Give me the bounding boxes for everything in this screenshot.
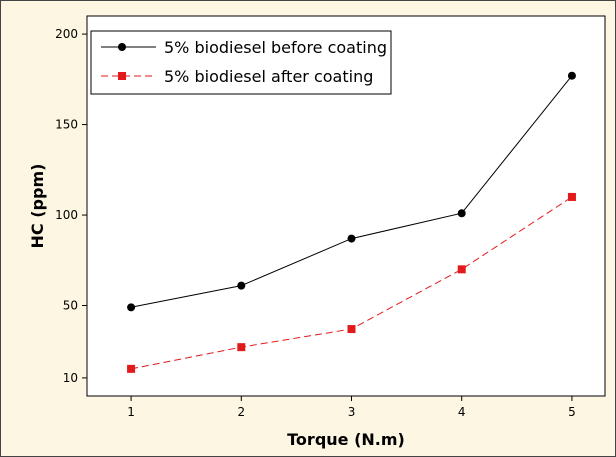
- series-0-point-4: [567, 71, 576, 80]
- x-tick-label-2: 2: [237, 405, 245, 419]
- y-tick-label-150: 150: [55, 118, 78, 132]
- series-1-point-4: [567, 192, 576, 201]
- y-axis: 10 50 100 150 200: [55, 27, 87, 385]
- series-0-point-2: [347, 234, 356, 243]
- legend: 5% biodiesel before coating 5% biodiesel…: [90, 30, 392, 95]
- y-axis-title: HC (ppm): [28, 164, 47, 249]
- series-0-point-0: [127, 303, 136, 312]
- x-tick-label-4: 4: [458, 405, 466, 419]
- series-1-point-3: [457, 265, 466, 274]
- x-tick-label-5: 5: [568, 405, 576, 419]
- y-tick-label-50: 50: [63, 299, 78, 313]
- legend-marker-before: [118, 43, 126, 51]
- x-axis: 1 2 3 4 5: [127, 396, 576, 419]
- legend-marker-after: [118, 72, 126, 80]
- y-tick-label-10: 10: [63, 371, 78, 385]
- series-1-point-1: [237, 343, 246, 352]
- legend-box: [90, 30, 392, 95]
- series-1-point-0: [127, 364, 136, 373]
- series-layer: [127, 71, 576, 373]
- x-axis-title: Torque (N.m): [287, 430, 405, 449]
- legend-label-after: 5% biodiesel after coating: [164, 67, 373, 86]
- series-1-point-2: [347, 325, 356, 334]
- x-tick-label-3: 3: [348, 405, 356, 419]
- series-0-point-1: [237, 281, 246, 290]
- x-tick-label-1: 1: [127, 405, 135, 419]
- y-tick-label-200: 200: [55, 27, 78, 41]
- y-tick-label-100: 100: [55, 208, 78, 222]
- legend-label-before: 5% biodiesel before coating: [164, 38, 387, 57]
- series-0-point-3: [457, 209, 466, 218]
